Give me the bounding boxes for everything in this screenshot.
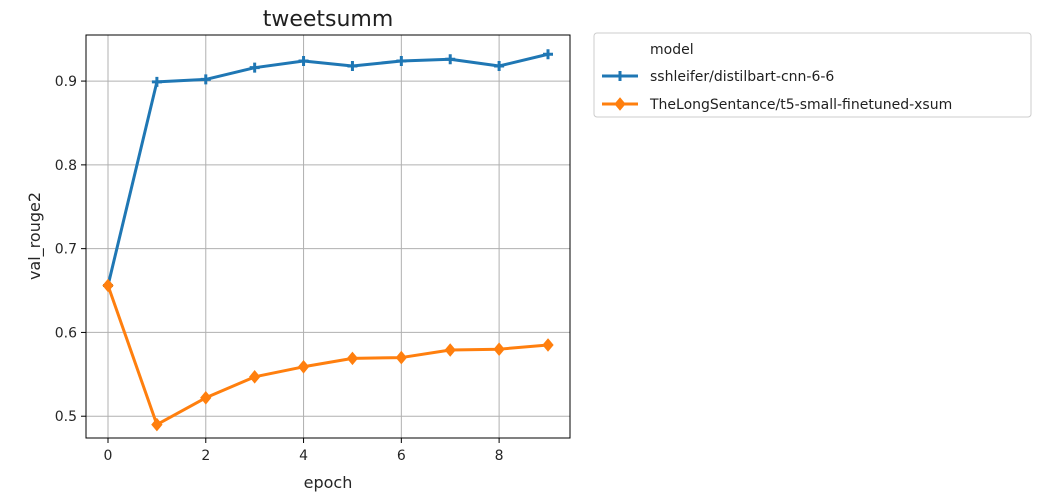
y-tick-label: 0.5: [55, 409, 77, 425]
chart-title: tweetsumm: [263, 7, 394, 32]
data-point: [102, 278, 114, 293]
legend-title: model: [650, 42, 694, 58]
y-tick-label: 0.8: [55, 158, 77, 174]
x-tick-label: 2: [201, 448, 210, 464]
legend-entries: sshleifer/distilbart-cnn-6-6 TheLongSenta…: [602, 69, 952, 113]
series-line-2: [106, 285, 549, 427]
y-tick-label: 0.6: [55, 325, 77, 341]
data-point: [396, 55, 407, 66]
legend-entry-1: sshleifer/distilbart-cnn-6-6: [602, 69, 834, 85]
series-2: [102, 278, 554, 432]
x-tick-label: 4: [299, 448, 308, 464]
data-point: [297, 360, 310, 374]
data-point: [249, 62, 260, 73]
data-point: [543, 49, 553, 60]
legend-marker: [614, 97, 626, 111]
data-point: [151, 76, 162, 87]
data-point: [298, 55, 309, 66]
data-point: [493, 342, 505, 356]
data-point: [249, 370, 261, 384]
y-axis-label: val_rouge2: [25, 192, 45, 280]
y-tick-label: 0.7: [55, 242, 77, 258]
series-1: [103, 49, 553, 291]
legend: model sshleifer/distilbart-cnn-6-6 TheLon…: [593, 32, 1032, 118]
data-point: [494, 61, 505, 71]
legend-marker: [615, 71, 625, 81]
y-tick-label: 0.9: [55, 74, 77, 90]
data-point: [346, 351, 359, 366]
data-point: [347, 61, 358, 71]
ticks: 0 2 4 6 8 0.5 0.6 0.7 0.8 0.9: [55, 74, 504, 464]
x-tick-label: 8: [495, 448, 504, 464]
data-point: [200, 391, 212, 405]
legend-frame: [593, 32, 1032, 118]
data-point: [395, 350, 407, 365]
series-line-1: [106, 52, 549, 286]
legend-label: sshleifer/distilbart-cnn-6-6: [650, 69, 834, 85]
data-point: [444, 343, 456, 357]
data-point: [542, 338, 554, 352]
series-layer: [102, 49, 554, 432]
data-point: [151, 417, 163, 432]
data-point: [200, 74, 211, 85]
legend-label: TheLongSentance/t5-small-finetuned-xsum: [649, 97, 952, 113]
data-point: [445, 54, 456, 65]
x-tick-label: 6: [397, 448, 406, 464]
x-axis-label: epoch: [304, 473, 353, 492]
plot-frame: [85, 34, 571, 439]
x-tick-label: 0: [104, 448, 113, 464]
legend-entry-2: TheLongSentance/t5-small-finetuned-xsum: [602, 97, 952, 113]
grid: [86, 35, 570, 438]
